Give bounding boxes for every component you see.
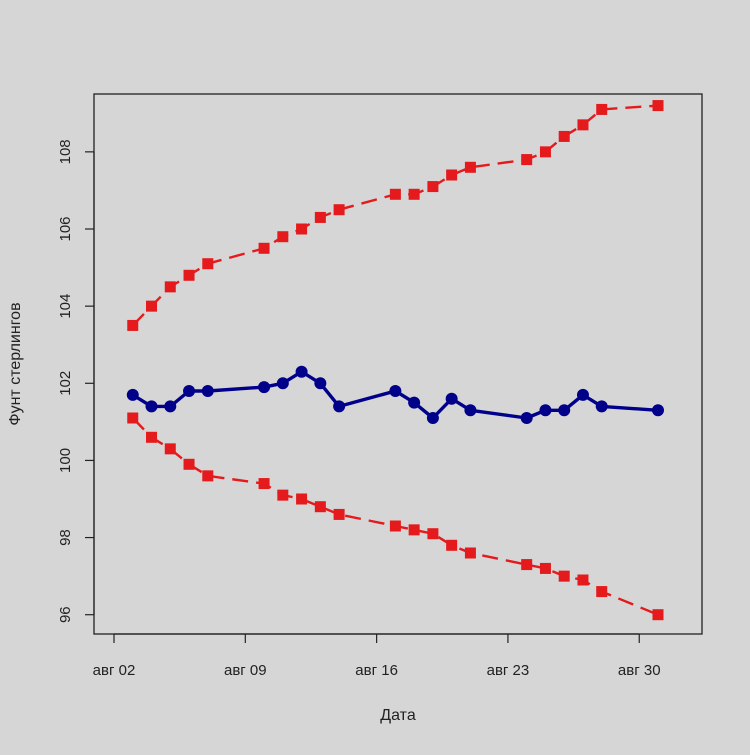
data-point xyxy=(258,242,270,254)
data-point xyxy=(427,181,439,193)
data-point xyxy=(558,404,571,417)
data-point xyxy=(464,547,476,559)
data-point xyxy=(201,385,214,397)
data-point xyxy=(539,146,551,158)
data-point xyxy=(389,520,401,532)
y-tick-label: 106 xyxy=(57,216,74,241)
y-tick-label: 108 xyxy=(57,139,74,164)
data-point xyxy=(558,130,570,142)
data-point xyxy=(164,400,177,413)
data-point xyxy=(445,392,458,405)
x-tick-label: авг 16 xyxy=(355,662,398,679)
series-3 xyxy=(127,412,664,621)
data-point xyxy=(145,400,158,413)
plot-frame xyxy=(93,93,703,635)
data-point xyxy=(558,570,570,582)
data-point xyxy=(296,493,308,505)
data-point xyxy=(146,300,158,312)
data-point xyxy=(126,388,139,401)
data-point xyxy=(652,404,664,417)
data-point xyxy=(408,524,420,536)
data-point xyxy=(295,365,308,378)
data-point xyxy=(333,204,345,216)
data-point xyxy=(389,385,402,397)
series-1-line xyxy=(131,104,659,327)
data-point xyxy=(277,231,289,243)
data-point xyxy=(408,188,420,200)
data-point xyxy=(164,443,176,455)
data-point xyxy=(596,103,608,115)
data-point xyxy=(464,404,477,417)
data-point xyxy=(127,412,139,424)
data-point xyxy=(183,458,195,470)
data-point xyxy=(596,586,608,598)
data-point xyxy=(576,388,589,401)
data-point xyxy=(521,559,533,571)
y-tick-label: 98 xyxy=(57,529,74,546)
x-tick-label: авг 23 xyxy=(487,662,530,679)
x-axis: авг 02 авг 09 авг 16 авг 23 авг 30 xyxy=(93,633,661,679)
data-point xyxy=(314,211,326,223)
y-tick-label: 102 xyxy=(57,371,74,396)
data-point xyxy=(127,319,139,331)
x-tick-label: авг 02 xyxy=(93,662,136,679)
data-point xyxy=(446,539,458,551)
data-point xyxy=(521,154,533,166)
data-point xyxy=(183,269,195,281)
x-axis-label: Дата xyxy=(380,707,416,724)
y-tick-label: 104 xyxy=(57,294,74,319)
data-point xyxy=(202,258,214,270)
data-point xyxy=(314,501,326,513)
data-point xyxy=(314,377,327,390)
data-point xyxy=(277,489,289,501)
data-point xyxy=(258,381,271,394)
y-axis-label: Фунт стерлингов xyxy=(7,302,24,425)
data-point xyxy=(333,400,346,413)
data-point xyxy=(652,609,664,621)
data-point xyxy=(164,281,176,293)
data-point xyxy=(595,400,608,413)
x-tick-label: авг 30 xyxy=(618,662,661,679)
data-point xyxy=(577,119,589,131)
data-point xyxy=(464,161,476,173)
data-point xyxy=(426,412,439,424)
data-point xyxy=(333,508,345,520)
y-tick-label: 100 xyxy=(57,448,74,473)
data-point xyxy=(258,478,270,490)
data-point xyxy=(446,169,458,181)
data-point xyxy=(202,470,214,482)
y-tick-label: 96 xyxy=(57,606,74,623)
data-point xyxy=(577,574,589,586)
data-point xyxy=(389,188,401,200)
series-2 xyxy=(126,365,664,424)
series-1 xyxy=(127,100,664,331)
y-axis: 96 98 100 102 104 106 108 xyxy=(57,139,95,623)
x-tick-label: авг 09 xyxy=(224,662,267,679)
data-point xyxy=(276,377,289,390)
data-point xyxy=(539,562,551,574)
data-point xyxy=(146,431,158,443)
data-point xyxy=(408,396,421,409)
data-point xyxy=(296,223,308,235)
data-point xyxy=(539,404,552,417)
series-layer xyxy=(126,100,664,621)
data-point xyxy=(427,528,439,540)
data-point xyxy=(520,412,533,424)
data-point xyxy=(652,100,664,112)
data-point xyxy=(183,385,196,397)
